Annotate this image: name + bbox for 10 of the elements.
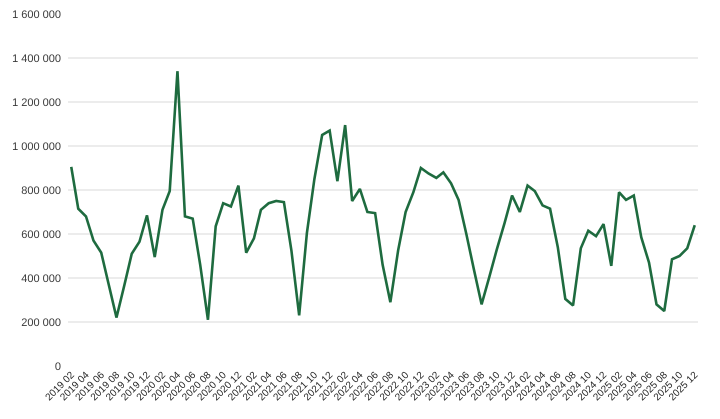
y-tick-label: 1 000 000 — [12, 140, 61, 153]
y-tick-label: 800 000 — [21, 184, 61, 197]
y-tick-label: 1 400 000 — [12, 52, 61, 65]
y-tick-label: 200 000 — [21, 316, 61, 329]
line-series — [70, 70, 696, 322]
y-tick-label: 1 200 000 — [12, 96, 61, 109]
y-tick-label: 600 000 — [21, 228, 61, 241]
y-tick-label: 0 — [54, 360, 61, 373]
y-tick-label: 400 000 — [21, 272, 61, 285]
y-tick-label: 1 600 000 — [12, 8, 61, 21]
